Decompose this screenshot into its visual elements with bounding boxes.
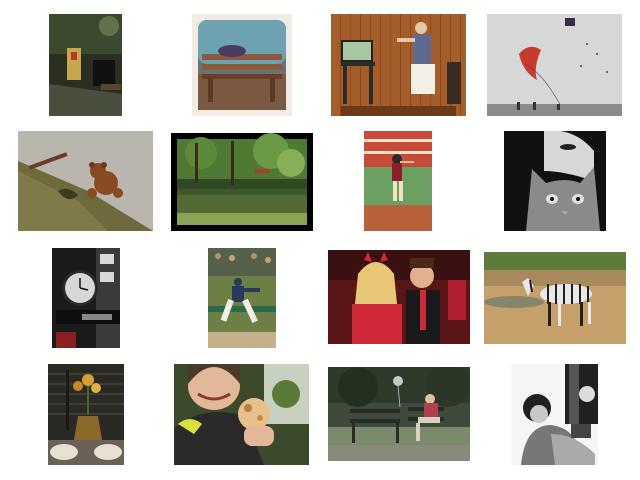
night-street-bench-photo[interactable] [49,14,122,116]
pond-in-forest-photo[interactable] [171,133,313,231]
couple-halloween-costume-photo[interactable] [328,250,470,344]
woman-eating-pastry-photo[interactable] [174,364,309,465]
baseball-pitcher-photo[interactable] [208,248,276,348]
kites-in-sky-photo[interactable] [487,14,622,116]
park-bench-sleeper-photo[interactable] [192,14,292,116]
woman-with-cat-bw-photo[interactable] [504,131,606,231]
zebra-walking-photo[interactable] [484,252,626,344]
living-room-video-game-photo[interactable] [331,14,466,116]
flower-vase-window-photo[interactable] [48,364,124,465]
teddy-bear-on-ground-photo[interactable] [18,131,153,231]
boy-baseball-batting-photo[interactable] [364,131,432,231]
street-clock-photo[interactable] [52,248,120,348]
child-bw-portrait-photo[interactable] [511,364,598,465]
woman-on-park-bench-photo[interactable] [328,367,470,461]
